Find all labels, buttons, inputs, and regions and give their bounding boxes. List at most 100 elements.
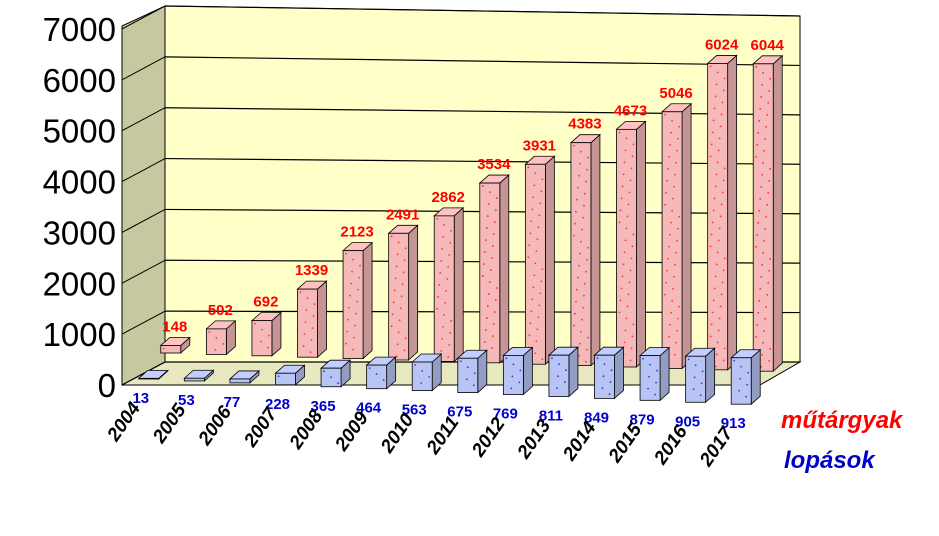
gridline	[164, 5, 801, 17]
y-tick-label: 1000	[43, 316, 116, 353]
back-bar-dot	[723, 347, 726, 350]
y-tick-label: 0	[98, 367, 116, 404]
front-value-label: 228	[265, 396, 290, 413]
back-bar-dot	[402, 271, 405, 274]
back-bar-dot	[267, 346, 269, 349]
back-bar-dot	[762, 161, 765, 164]
back-bar-dot	[486, 215, 489, 217]
front-bar-dot	[564, 381, 566, 384]
back-bar-dot	[444, 301, 447, 304]
back-bar-dot	[529, 322, 532, 325]
back-bar-dot	[675, 161, 677, 164]
back-bar-dot	[580, 330, 582, 333]
back-bar-dot	[623, 161, 626, 164]
back-bar-dot	[448, 343, 451, 346]
back-bar-dot	[711, 311, 714, 314]
back-bar-dot	[755, 155, 758, 158]
front-bar	[411, 361, 433, 392]
back-bar-dot	[440, 259, 443, 262]
back-bar-dot	[533, 184, 536, 187]
back-bar-dot	[715, 83, 718, 86]
front-bar-dot	[642, 357, 644, 360]
back-bar-dot	[449, 331, 452, 334]
front-bar-dot	[649, 363, 651, 366]
back-bar-dot	[527, 256, 530, 259]
back-bar-dot	[619, 299, 622, 302]
back-bar	[388, 232, 410, 361]
back-value-label: 6044	[751, 37, 785, 54]
front-bar-dot	[428, 376, 431, 378]
back-bar-dot	[489, 269, 492, 271]
back-bar-dot	[493, 311, 496, 313]
back-bar-dot	[762, 341, 765, 344]
back-bar-dot	[756, 323, 759, 326]
front-bar-side	[750, 348, 761, 406]
back-bar-dot	[347, 318, 349, 321]
back-bar-dot	[313, 303, 316, 306]
back-bar-dot	[490, 347, 493, 349]
back-bar-dot	[628, 281, 631, 284]
back-bar-dot	[769, 257, 772, 260]
back-bar-dot	[721, 281, 724, 284]
back-bar-dot	[718, 227, 721, 230]
back-bar-dot	[676, 149, 678, 152]
back-bar-dot	[760, 275, 763, 278]
back-bar-dot	[437, 295, 440, 298]
back-bar-dot	[214, 348, 217, 351]
back-bar-dot	[766, 113, 769, 116]
back-bar-dot	[625, 227, 628, 230]
back-bar-dot	[722, 359, 725, 362]
back-bar	[752, 63, 774, 372]
back-bar-dot	[630, 167, 633, 170]
back-bar-dot	[583, 204, 585, 207]
back-bar-dot	[576, 198, 578, 201]
back-bar	[205, 328, 227, 355]
back-bar-dot	[719, 215, 722, 218]
back-bar-dot	[208, 330, 211, 333]
back-bar-dot	[538, 214, 541, 217]
back-bar-dot	[397, 331, 400, 334]
back-bar-dot	[445, 289, 448, 292]
back-value-label: 692	[253, 294, 278, 311]
gridline	[164, 157, 801, 165]
back-bar-dot	[674, 263, 676, 266]
back-bar-dot	[757, 131, 760, 134]
back-bar-dot	[532, 196, 535, 199]
back-bar-dot	[493, 221, 496, 223]
back-bar-dot	[717, 329, 720, 332]
back-bar-dot	[309, 351, 312, 354]
back-bar-dot	[632, 323, 635, 326]
back-bar-dot	[723, 77, 726, 80]
back-bar-dot	[398, 319, 401, 322]
back-bar-side	[681, 102, 692, 370]
front-value-label: 464	[356, 400, 382, 417]
back-bar-dot	[403, 259, 406, 262]
front-bar-dot	[465, 378, 468, 381]
back-bar-dot	[763, 329, 766, 332]
front-bar-dot	[277, 375, 280, 378]
back-bar-dot	[577, 186, 579, 189]
back-bar-dot	[677, 317, 679, 320]
back-bar-dot	[709, 65, 712, 68]
front-bar-dot	[473, 372, 476, 375]
gridline-side	[121, 107, 166, 132]
back-bar-side	[453, 206, 464, 363]
back-bar-dot	[717, 239, 720, 242]
front-bar-side	[568, 346, 579, 398]
front-bar-dot	[647, 387, 649, 390]
back-bar-dot	[585, 360, 587, 363]
back-bar-dot	[667, 167, 669, 170]
back-bar-dot	[358, 276, 360, 279]
back-bar-dot	[260, 340, 262, 343]
back-bar-dot	[755, 335, 758, 338]
gridline-side	[121, 259, 166, 284]
back-bar-dot	[678, 305, 680, 308]
back-bar-dot	[401, 283, 404, 286]
back-bar-dot	[759, 107, 762, 110]
back-bar-dot	[390, 325, 393, 328]
back-bar-dot	[392, 301, 395, 304]
back-bar-dot	[623, 341, 626, 344]
back-bar-dot	[768, 269, 771, 272]
back-bar-dot	[436, 307, 439, 310]
back-bar-dot	[709, 335, 712, 338]
